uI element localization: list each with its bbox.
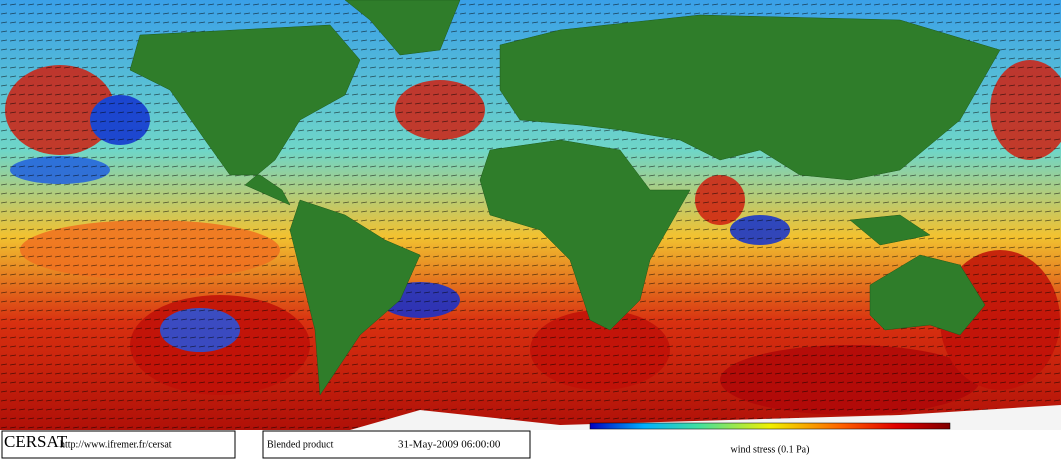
logo: CERSAT [4,432,68,451]
url: http://www.ifremer.fr/cersat [60,439,172,450]
land [129,0,1001,396]
colorbar: wind stress (0.1 Pa) [589,422,951,455]
product-box [262,430,531,459]
colorbar-label: wind stress (0.1 Pa) [731,444,810,455]
product: Blended product [267,439,334,450]
datetime: 31-May-2009 06:00:00 [398,439,501,451]
footer-info: CERSAT http://www.ifremer.fr/cersat Blen… [1,430,531,459]
logo-box [1,430,236,459]
colorbar-ramp [589,422,951,430]
